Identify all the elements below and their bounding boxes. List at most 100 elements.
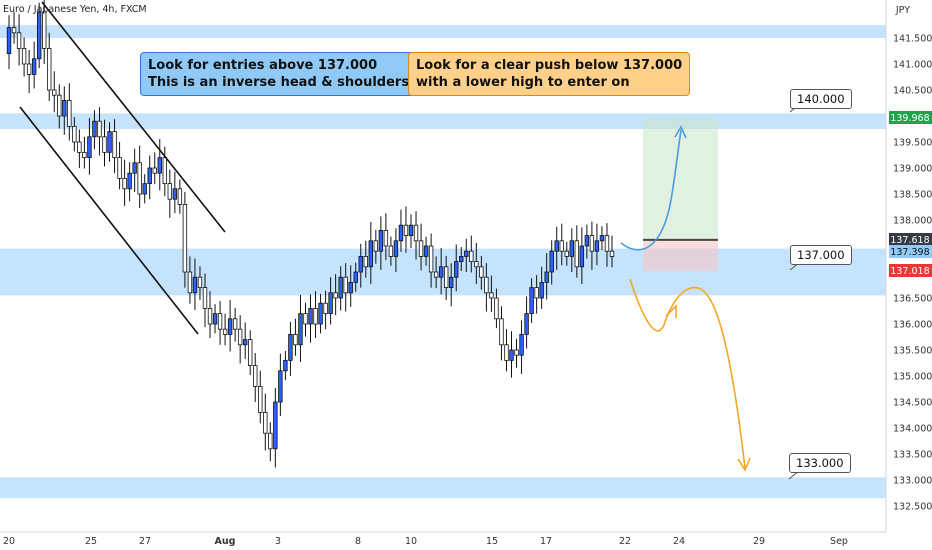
candle [31,58,37,75]
long-position-box[interactable] [643,117,718,272]
candle [459,255,464,262]
y-tick-label: 135.500 [893,346,932,357]
candle [112,131,117,159]
candle [378,229,384,252]
candle [338,276,343,299]
candle [308,307,313,325]
candle [599,235,605,242]
x-tick-label: 3 [275,536,281,547]
candle [303,313,308,325]
candle [373,240,379,252]
zone-band-3 [0,477,886,499]
bullish-projection-arrow[interactable] [620,129,682,251]
candle [232,318,238,330]
candle [383,229,389,247]
candle [363,255,368,268]
candle [323,302,328,315]
y-tick-label: 138.000 [893,216,932,227]
y-tick-label: 133.000 [893,476,932,487]
channel-lower-line[interactable] [19,106,199,335]
candle [544,271,549,283]
candle [584,235,590,247]
candle [192,276,198,294]
candle [499,318,504,346]
entry-price-tag [889,233,932,246]
candle [428,245,434,273]
candle [258,385,263,413]
x-tick-label: 10 [405,536,417,547]
candle [413,224,419,242]
candle [534,287,539,299]
x-tick-label: Aug [215,536,236,547]
callout-133[interactable]: 133.000 [789,453,851,473]
stop-price-tag-text: 137.018 [890,266,929,277]
bearish-projection-arrow[interactable] [629,278,746,469]
candle [594,240,600,252]
candle [107,131,112,153]
candle [47,48,52,91]
price-axis[interactable] [0,0,887,533]
candle [122,177,127,190]
candle [242,339,248,346]
candle [82,151,87,158]
candle [539,281,544,299]
candle [162,157,167,185]
candle [152,167,157,174]
candle [92,120,97,138]
y-tick-label: 139.500 [893,138,932,149]
y-tick-label: 139.000 [893,164,932,175]
callout-137[interactable]: 137.000 [790,245,852,265]
y-tick-label: 132.500 [893,502,932,513]
candle [333,292,338,299]
last-price-tag [889,245,932,258]
callout-140[interactable]: 140.000 [790,89,852,109]
bearish-note-line-1: Look for a clear push below 137.000 [416,58,683,73]
candle [328,292,333,314]
channel-upper-line[interactable] [41,1,226,233]
candle [519,333,524,356]
candle [102,136,107,153]
y-tick-label: 134.000 [893,424,932,435]
candle [559,240,564,252]
candle [569,240,575,257]
candle [609,250,615,257]
x-tick-label: Sep [830,536,848,547]
bearish-note[interactable]: Look for a clear push below 137.000 with… [408,52,691,96]
candle [72,126,77,143]
candle [433,271,439,278]
y-tick-label: 133.500 [893,450,932,461]
candle [368,240,374,268]
x-tick-label: 22 [619,536,631,547]
candle [438,266,444,278]
candle [454,261,459,278]
candle [177,188,183,205]
candle [147,167,152,185]
bullish-note[interactable]: Look for entries above 137.000 This is a… [140,52,418,96]
candle [52,89,57,96]
candle [484,276,489,294]
candle [313,307,318,325]
candle [253,365,258,387]
target-price-tag-text: 139.968 [890,113,929,124]
time-tick-labels: 20 25 27 Aug 3 8 10 15 17 22 24 29 Sep [3,536,848,547]
candle [529,287,534,315]
candle [97,120,102,138]
candle [418,240,424,257]
candle [353,271,358,283]
candle [172,188,178,200]
channel-trendlines[interactable] [19,1,226,335]
candle [227,318,233,335]
zone-band-0 [0,25,886,38]
target-price-tag [889,111,932,124]
candle [248,339,253,367]
candle [77,141,82,153]
y-tick-label: 138.500 [893,190,932,201]
candle [202,287,208,309]
candle [41,11,47,49]
x-tick-label: 15 [486,536,498,547]
candle [187,271,193,294]
candle [494,297,499,320]
projection-arrows[interactable] [620,125,751,472]
candle [564,250,569,257]
